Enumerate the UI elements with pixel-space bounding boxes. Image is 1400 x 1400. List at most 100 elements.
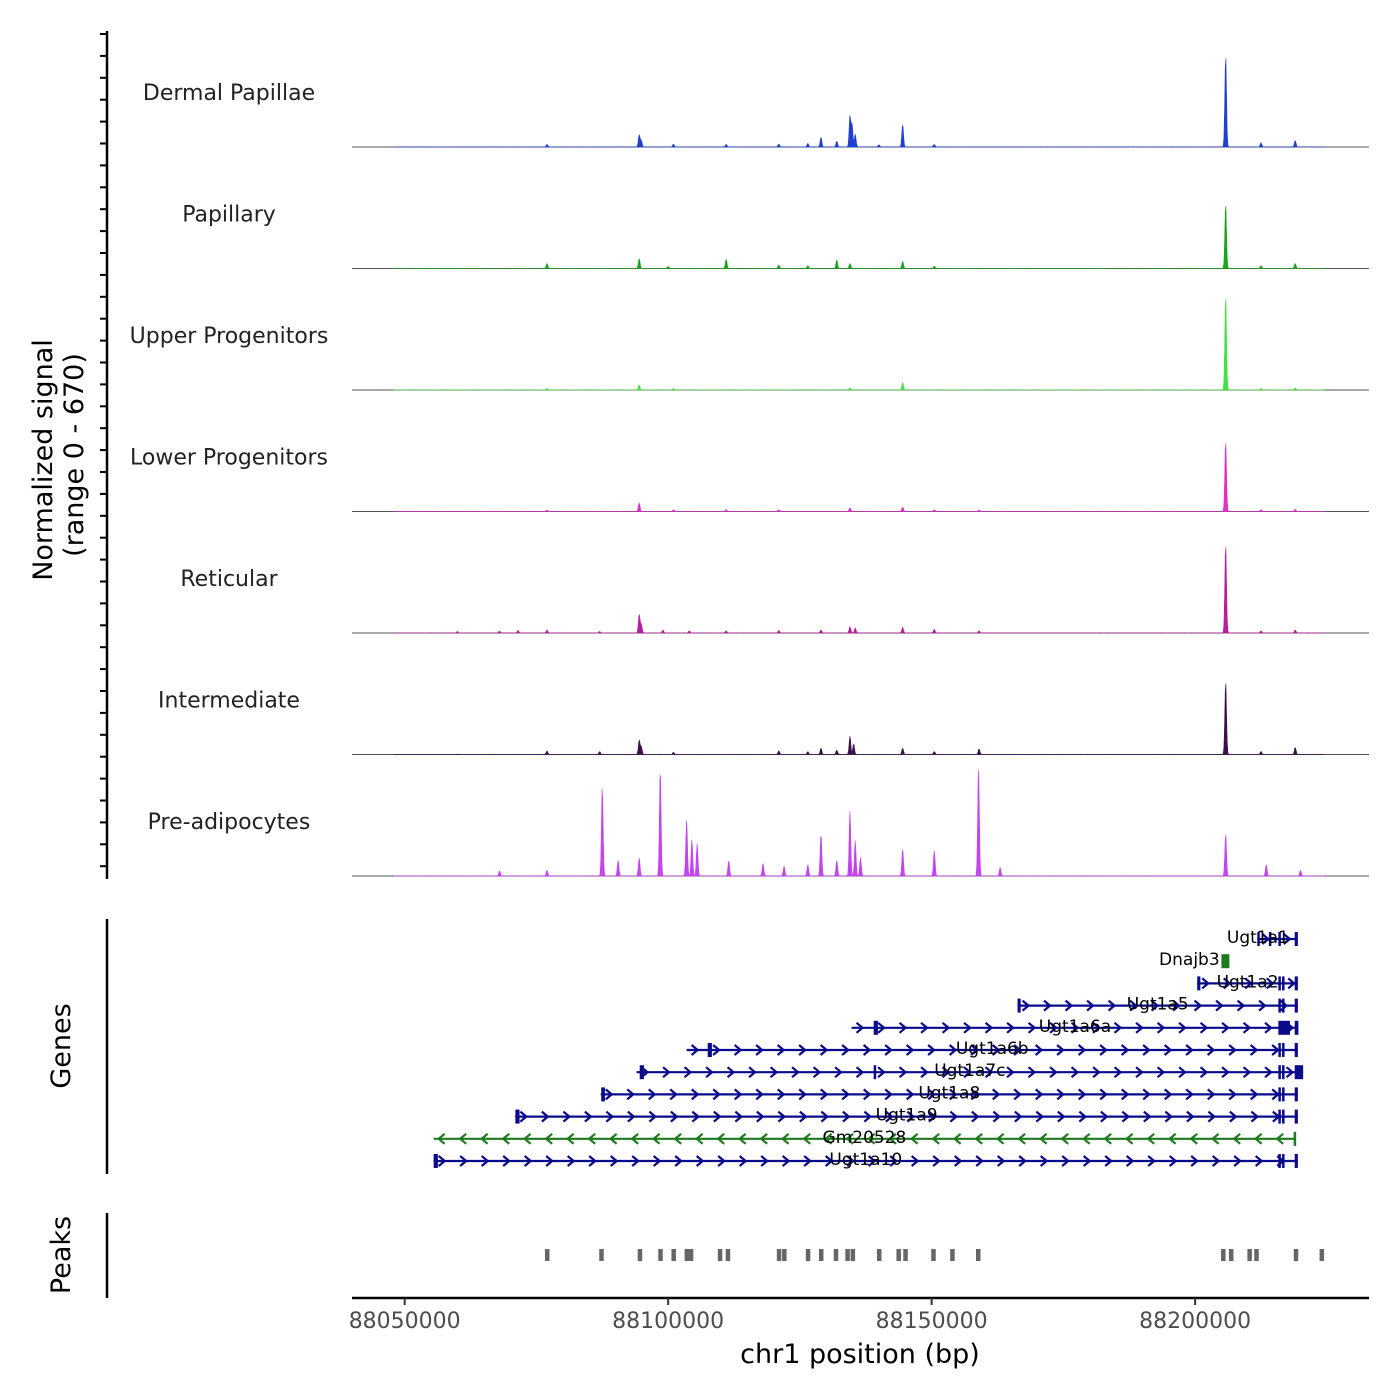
peak-mark	[818, 1249, 824, 1261]
gene-exon	[1294, 1020, 1299, 1035]
strand-arrow	[777, 1088, 786, 1101]
coverage-track-6: Pre-adipocytes	[148, 769, 1369, 877]
strand-arrow	[952, 1132, 962, 1145]
coverage-signal-area	[393, 547, 1325, 634]
strand-arrow	[1190, 1155, 1199, 1167]
gene-label: Gm20528	[823, 1128, 907, 1148]
strand-arrow	[691, 1110, 701, 1123]
strand-arrow	[748, 1066, 757, 1079]
x-axis-label: chr1 position (bp)	[740, 1339, 980, 1370]
gene-ugt1a6a: Ugt1a6a	[851, 1017, 1299, 1037]
gene-exon	[1278, 1109, 1281, 1124]
gene-label: Ugt1a9	[876, 1106, 938, 1126]
strand-arrow	[909, 1132, 919, 1145]
strand-arrow	[941, 1021, 951, 1034]
strand-arrow	[1070, 1021, 1080, 1034]
strand-arrow	[769, 1066, 779, 1079]
strand-arrow	[584, 1110, 593, 1123]
strand-arrow	[877, 1021, 886, 1034]
strand-arrow	[1178, 1021, 1187, 1034]
strand-arrow	[1207, 1088, 1216, 1101]
strand-arrow	[841, 1044, 850, 1056]
coverage-signal-area	[393, 205, 1325, 269]
coverage-signal-area	[394, 58, 1325, 148]
strand-arrow	[1081, 1132, 1091, 1145]
strand-arrow	[992, 1088, 1001, 1101]
strand-arrow	[855, 1066, 865, 1079]
strand-arrow	[716, 1132, 725, 1145]
genes-panel-label: Genes	[46, 1003, 77, 1088]
strand-arrow	[755, 1088, 764, 1101]
peak-mark	[976, 1249, 981, 1261]
strand-arrow	[971, 1110, 980, 1123]
strand-arrow	[712, 1044, 721, 1056]
strand-arrow	[1271, 1044, 1280, 1056]
strand-arrow	[803, 1155, 812, 1167]
peak-mark	[1293, 1249, 1299, 1261]
gene-label: Ugt1a8	[918, 1083, 980, 1103]
x-axis-ticks: 88050000 88100000 88150000 88200000	[349, 1298, 1251, 1334]
strand-arrow	[565, 1132, 575, 1145]
strand-arrow	[734, 1110, 744, 1123]
strand-arrow	[1142, 1044, 1151, 1056]
strand-arrow	[941, 1066, 951, 1079]
gene-exon	[1294, 932, 1298, 946]
strand-arrow	[1027, 1021, 1037, 1034]
strand-arrow	[502, 1155, 511, 1167]
peak-mark	[688, 1249, 694, 1261]
strand-arrow	[648, 1110, 658, 1123]
strand-arrow	[1077, 1044, 1087, 1056]
x-tick-label: 88200000	[1139, 1309, 1251, 1334]
strand-arrow	[1164, 1110, 1174, 1123]
strand-arrow	[798, 1044, 807, 1056]
gene-exon	[1294, 998, 1298, 1013]
strand-arrow	[906, 1110, 916, 1123]
strand-arrow	[1057, 1110, 1066, 1123]
gene-exon	[639, 1065, 644, 1080]
strand-arrow	[1266, 977, 1275, 990]
strand-arrow	[1211, 1155, 1221, 1167]
strand-arrow	[1121, 1110, 1131, 1123]
gene-exon	[1294, 1109, 1298, 1124]
gene-exon	[1278, 976, 1281, 991]
strand-arrow	[627, 1110, 636, 1123]
strand-arrow	[1013, 1044, 1022, 1056]
strand-arrow	[1199, 1066, 1209, 1079]
strand-arrow	[541, 1110, 550, 1123]
strand-arrow	[1135, 1066, 1144, 1079]
strand-arrow	[898, 1021, 908, 1034]
strand-arrow	[1221, 1066, 1230, 1079]
track-label: Reticular	[180, 567, 278, 592]
peak-mark	[725, 1249, 731, 1261]
strand-arrow	[798, 1088, 807, 1101]
strand-arrow	[1185, 1044, 1194, 1056]
strand-arrow	[1193, 999, 1203, 1012]
track-label: Pre-adipocytes	[148, 810, 311, 835]
strand-arrow	[780, 1132, 790, 1145]
gene-exon	[1278, 1043, 1281, 1057]
strand-arrow	[992, 1110, 1002, 1123]
strand-arrow	[781, 1155, 791, 1167]
strand-arrow	[1064, 999, 1074, 1012]
x-tick-label: 88150000	[876, 1309, 988, 1334]
strand-arrow	[1006, 1021, 1015, 1034]
strand-arrow	[1223, 977, 1232, 990]
strand-arrow	[1164, 1088, 1173, 1101]
strand-arrow	[1232, 1132, 1241, 1145]
gene-exon	[601, 1087, 605, 1102]
gene-exon	[1257, 932, 1260, 946]
strand-arrow	[1049, 1066, 1058, 1079]
gene-exon	[1282, 1087, 1285, 1102]
gene-label: Ugt1a1	[1227, 928, 1289, 948]
strand-arrow	[889, 1155, 898, 1167]
gene-exon	[1017, 998, 1021, 1013]
strand-arrow	[1082, 1155, 1092, 1167]
strand-arrow	[717, 1155, 726, 1167]
strand-arrow	[691, 1088, 700, 1101]
strand-arrow	[1049, 1021, 1058, 1034]
peak-mark	[896, 1249, 901, 1261]
strand-arrow	[1258, 999, 1267, 1012]
strand-arrow	[759, 1132, 768, 1145]
peak-mark	[931, 1249, 936, 1261]
